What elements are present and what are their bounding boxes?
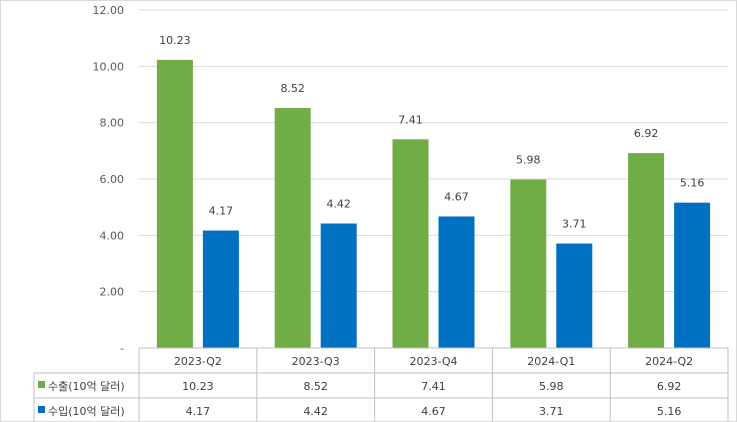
table-cell: 6.92 <box>657 380 682 393</box>
table-cell: 4.42 <box>303 405 328 418</box>
legend-label: 수입(10억 달러) <box>48 405 125 418</box>
y-tick-label: - <box>120 342 124 355</box>
y-tick-label: 2.00 <box>100 286 125 299</box>
data-label: 4.42 <box>326 198 351 211</box>
data-label: 5.98 <box>516 154 541 167</box>
y-tick-label: 12.00 <box>93 4 125 17</box>
data-label: 4.67 <box>444 190 469 203</box>
bar-export <box>510 179 547 348</box>
bar-export <box>392 139 429 348</box>
table-cell: 7.41 <box>421 380 446 393</box>
category-label: 2023-Q4 <box>409 355 457 368</box>
bar-import <box>202 230 239 348</box>
table-cell: 4.17 <box>186 405 211 418</box>
table-cell: 5.16 <box>657 405 682 418</box>
table-cell: 3.71 <box>539 405 564 418</box>
table-cell: 4.67 <box>421 405 446 418</box>
data-label: 8.52 <box>280 82 305 95</box>
bar-import <box>674 202 711 348</box>
bar-export <box>628 153 665 348</box>
y-tick-label: 8.00 <box>100 117 125 130</box>
table-cell: 10.23 <box>182 380 214 393</box>
data-label: 5.16 <box>680 177 705 190</box>
category-label: 2024-Q1 <box>527 355 575 368</box>
bar-import <box>556 243 593 348</box>
y-tick-label: 10.00 <box>93 60 125 73</box>
category-label: 2023-Q2 <box>174 355 222 368</box>
data-label: 7.41 <box>398 113 423 126</box>
y-tick-label: 4.00 <box>100 229 125 242</box>
data-label: 10.23 <box>159 34 191 47</box>
data-label: 6.92 <box>634 127 659 140</box>
table-cell: 8.52 <box>303 380 328 393</box>
y-tick-label: 6.00 <box>100 173 125 186</box>
bar-export <box>156 59 193 348</box>
category-label: 2023-Q3 <box>292 355 340 368</box>
legend-swatch <box>38 406 45 413</box>
legend-swatch <box>38 381 45 388</box>
bar-import <box>320 223 357 348</box>
data-label: 3.71 <box>562 218 587 231</box>
legend-label: 수출(10억 달러) <box>48 380 125 393</box>
table-cell: 5.98 <box>539 380 564 393</box>
data-label: 4.17 <box>209 205 234 218</box>
category-label: 2024-Q2 <box>645 355 693 368</box>
bar-export <box>274 108 311 349</box>
bar-import <box>438 216 475 348</box>
